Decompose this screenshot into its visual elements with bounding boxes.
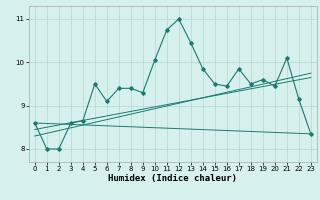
X-axis label: Humidex (Indice chaleur): Humidex (Indice chaleur) xyxy=(108,174,237,183)
